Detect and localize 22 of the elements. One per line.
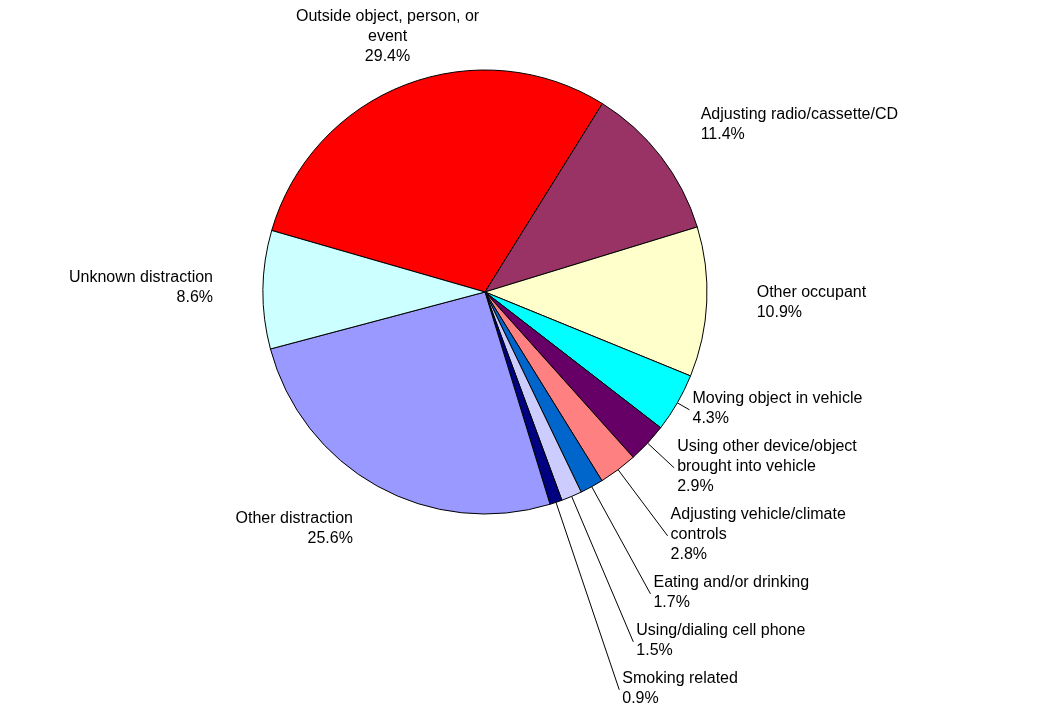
slice-label: Adjusting vehicle/climate controls [670, 504, 846, 542]
data-label: 2.9% [677, 476, 714, 494]
slice-label: Other occupant [756, 283, 867, 301]
slice-label: Eating and/or drinking [653, 572, 810, 590]
slice-label: Smoking related [622, 668, 738, 686]
slice-label: Outside object, person, or event [295, 7, 480, 45]
data-label: 25.6% [307, 528, 353, 546]
data-label: 8.6% [176, 288, 214, 306]
data-label: 10.9% [756, 303, 803, 321]
data-label: 1.7% [653, 592, 690, 610]
data-label: 29.4% [364, 47, 411, 65]
slice-label: Using/dialing cell phone [636, 620, 806, 638]
data-label: 11.4% [700, 125, 745, 143]
data-label: 4.3% [692, 408, 729, 426]
slice-label: Adjusting radio/cassette/CD [700, 105, 899, 123]
data-label: 2.8% [670, 544, 708, 562]
data-label: 0.9% [622, 688, 659, 706]
slice-label: Moving object in vehicle [692, 388, 863, 406]
slice-label: Using other device/object brought into vehicle [677, 436, 858, 474]
slice-label: Other distraction [235, 508, 353, 526]
data-label: 1.5% [636, 640, 673, 658]
slice-label: Unknown distraction [68, 268, 214, 286]
